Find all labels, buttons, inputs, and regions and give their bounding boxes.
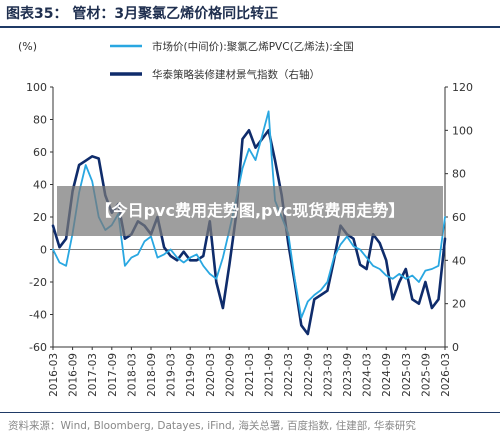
x-tick-label: 2018-03 bbox=[126, 353, 138, 397]
left-tick-label: 80 bbox=[33, 114, 47, 127]
x-tick-label: 2021-09 bbox=[264, 353, 276, 397]
axes-layer: -60 -40 -20 0 20 40 60 80 100 0 20 40 60 80 100 120 2016… bbox=[26, 81, 473, 397]
x-tick-label: 2020-09 bbox=[224, 353, 236, 397]
right-tick-label: 100 bbox=[452, 124, 473, 137]
right-tick-label: 60 bbox=[452, 211, 466, 224]
left-tick-label: -40 bbox=[29, 309, 47, 322]
x-tick-label: 2017-03 bbox=[87, 353, 99, 397]
page-title: 图表35： 管材：3月聚氯乙烯价格同比转正 bbox=[6, 6, 279, 22]
x-tick-label: 2017-09 bbox=[107, 353, 119, 397]
overlay-banner: 【今日pvc费用走势图,pvc现货费用走势】 bbox=[57, 186, 443, 236]
overlay-banner-text: 【今日pvc费用走势图,pvc现货费用走势】 bbox=[95, 201, 405, 220]
x-tick-label: 2016-03 bbox=[48, 353, 60, 397]
x-tick-label: 2019-09 bbox=[185, 353, 197, 397]
source-note: 资料来源：Wind, Bloomberg, Datayes, iFind, 海关… bbox=[8, 420, 416, 432]
left-axis-unit-label: (%) bbox=[18, 40, 37, 53]
x-tick-label: 2022-09 bbox=[303, 353, 315, 397]
x-tick-label: 2023-09 bbox=[342, 353, 354, 397]
x-tick-label: 2023-03 bbox=[322, 353, 334, 397]
x-tick-label: 2026-03 bbox=[440, 353, 452, 397]
right-tick-label: 80 bbox=[452, 168, 466, 181]
source-divider bbox=[0, 412, 500, 413]
x-tick-label: 2025-03 bbox=[401, 353, 413, 397]
left-tick-label: 100 bbox=[26, 81, 47, 94]
legend-label: 市场价(中间价):聚氯乙烯PVC(乙烯法):全国 bbox=[152, 40, 354, 53]
left-tick-label: 0 bbox=[40, 244, 47, 257]
right-tick-label: 20 bbox=[452, 298, 466, 311]
left-tick-label: 20 bbox=[33, 211, 47, 224]
x-tick-label: 2022-03 bbox=[283, 353, 295, 397]
legend-label: 华泰策略装修建材景气指数（右轴） bbox=[152, 68, 320, 81]
title-divider bbox=[0, 26, 500, 28]
x-tick-label: 2019-03 bbox=[166, 353, 178, 397]
x-tick-label: 2021-03 bbox=[244, 353, 256, 397]
right-tick-label: 40 bbox=[452, 254, 466, 267]
x-tick-label: 2025-09 bbox=[420, 353, 432, 397]
x-tick-label: 2018-09 bbox=[146, 353, 158, 397]
left-tick-label: -20 bbox=[29, 276, 47, 289]
x-tick-label: 2020-03 bbox=[205, 353, 217, 397]
left-tick-label: 60 bbox=[33, 146, 47, 159]
x-tick-label: 2024-09 bbox=[381, 353, 393, 397]
right-tick-label: 120 bbox=[452, 81, 473, 94]
left-tick-label: -60 bbox=[29, 341, 47, 354]
x-tick-label: 2024-03 bbox=[362, 353, 374, 397]
x-tick-label: 2016-09 bbox=[68, 353, 80, 397]
left-tick-label: 40 bbox=[33, 179, 47, 192]
right-tick-label: 0 bbox=[452, 341, 459, 354]
